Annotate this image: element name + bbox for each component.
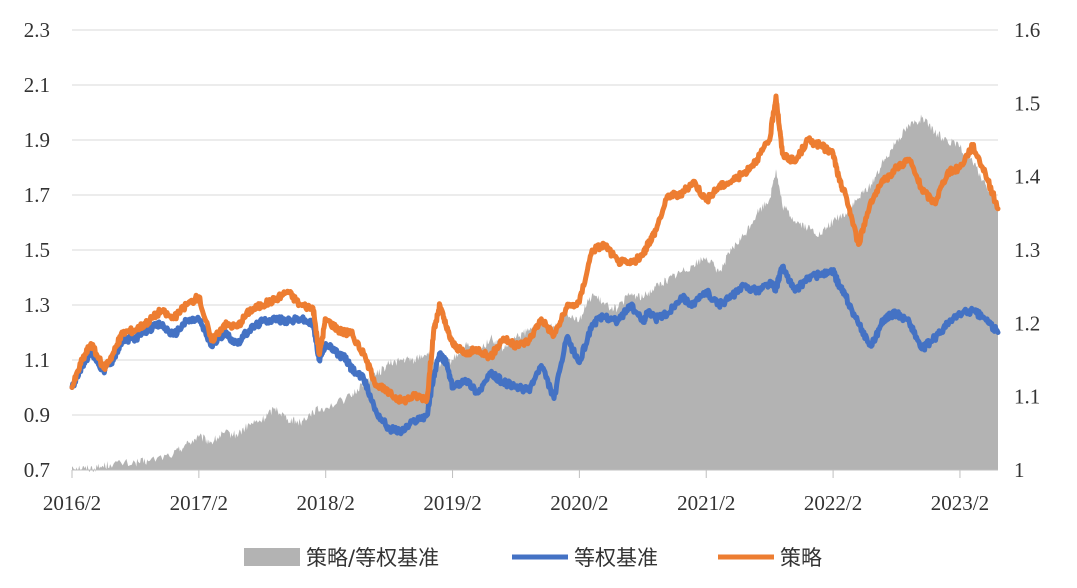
right-tick-label: 1.4 bbox=[1014, 165, 1041, 189]
x-tick-label: 2019/2 bbox=[423, 491, 481, 515]
legend-swatch-area bbox=[244, 548, 300, 566]
left-tick-label: 1.3 bbox=[24, 293, 50, 317]
right-axis-tick-labels: 1 1.1 1.2 1.3 1.4 1.5 1.6 bbox=[1014, 18, 1041, 482]
left-tick-label: 1.1 bbox=[24, 348, 50, 372]
legend-label: 等权基准 bbox=[574, 546, 658, 570]
x-tick-label: 2023/2 bbox=[931, 491, 989, 515]
left-tick-label: 0.7 bbox=[24, 458, 50, 482]
left-tick-label: 0.9 bbox=[24, 403, 50, 427]
x-tick-label: 2016/2 bbox=[43, 491, 101, 515]
right-tick-label: 1.2 bbox=[1014, 311, 1040, 335]
left-tick-label: 2.3 bbox=[24, 18, 50, 42]
x-tick-label: 2018/2 bbox=[297, 491, 355, 515]
gridlines bbox=[72, 29, 998, 471]
right-tick-label: 1 bbox=[1014, 458, 1025, 482]
legend: 策略/等权基准 等权基准 策略 bbox=[244, 546, 822, 570]
right-tick-label: 1.3 bbox=[1014, 238, 1040, 262]
series-lines-layer bbox=[69, 93, 1001, 437]
right-tick-label: 1.6 bbox=[1014, 18, 1040, 42]
legend-label: 策略 bbox=[780, 546, 822, 570]
x-tick-label: 2021/2 bbox=[677, 491, 735, 515]
left-tick-label: 1.7 bbox=[24, 183, 50, 207]
legend-label: 策略/等权基准 bbox=[306, 546, 439, 570]
x-tick-label: 2017/2 bbox=[170, 491, 228, 515]
left-tick-label: 2.1 bbox=[24, 73, 50, 97]
right-tick-label: 1.5 bbox=[1014, 91, 1040, 115]
series-area-ratio bbox=[72, 114, 998, 473]
series-line-2 bbox=[69, 93, 1001, 406]
left-tick-label: 1.9 bbox=[24, 128, 50, 152]
x-tick-label: 2020/2 bbox=[550, 491, 608, 515]
x-tick-label: 2022/2 bbox=[804, 491, 862, 515]
left-tick-label: 1.5 bbox=[24, 238, 50, 262]
series-line-1 bbox=[69, 263, 1001, 437]
ratio-area-layer bbox=[72, 114, 998, 473]
x-axis-tick-labels: 2016/2 2017/2 2018/2 2019/2 2020/2 2021/2 2022… bbox=[43, 470, 989, 515]
left-axis-tick-labels: 0.7 0.9 1.1 1.3 1.5 1.7 1.9 2.1 2.3 bbox=[24, 18, 50, 482]
right-tick-label: 1.1 bbox=[1014, 385, 1040, 409]
